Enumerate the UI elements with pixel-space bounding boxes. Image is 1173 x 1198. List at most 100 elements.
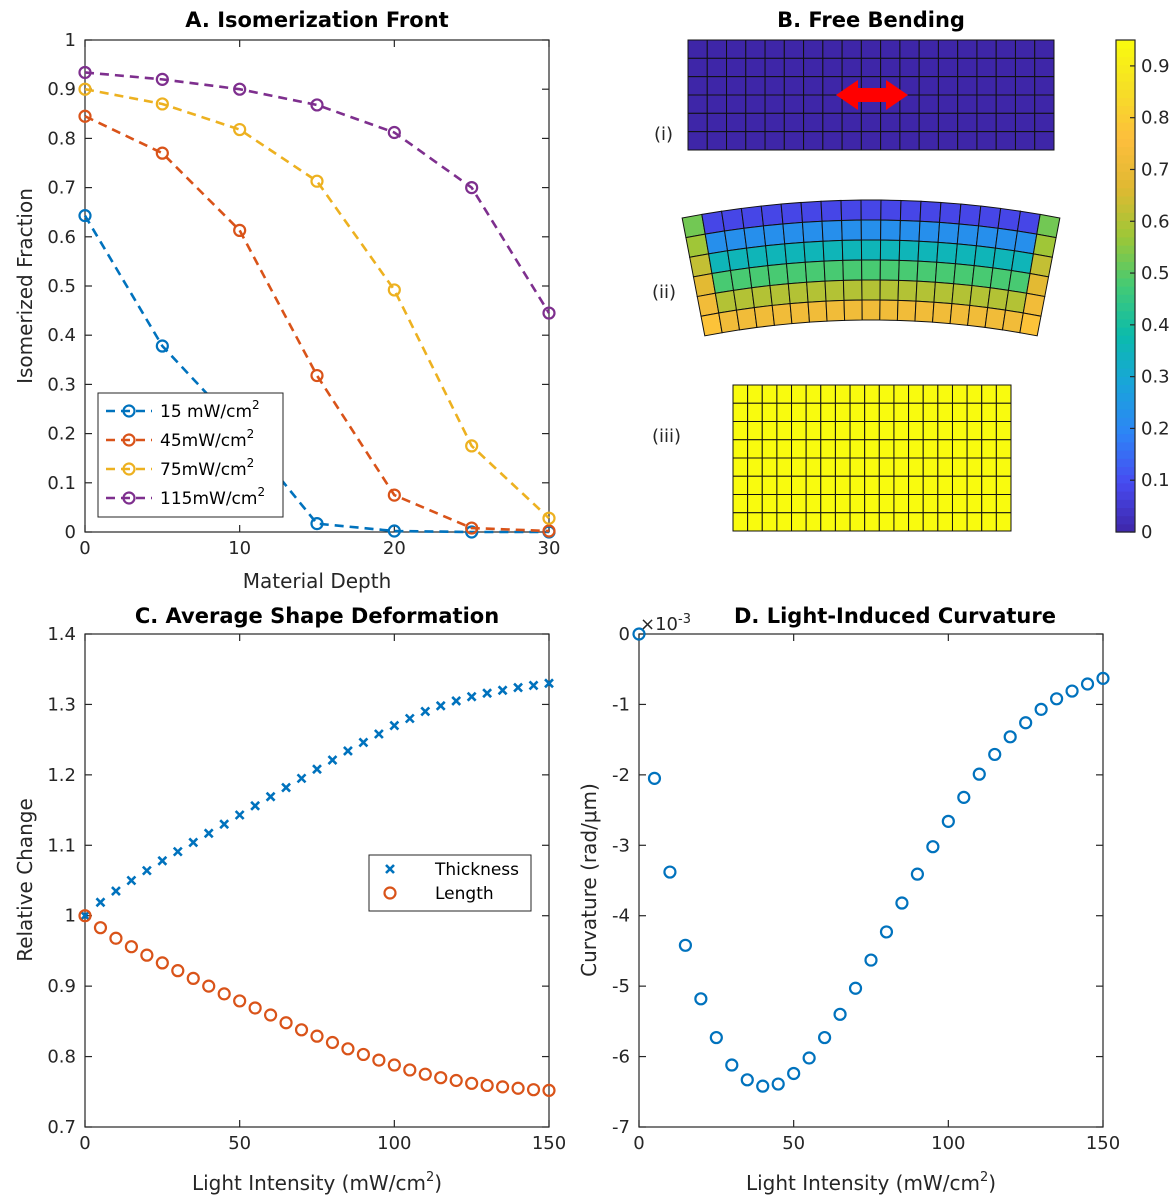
- mesh-cell-state-ii: [997, 207, 1022, 232]
- mesh-cell-state-ii: [898, 259, 919, 282]
- mesh-cell-state-ii: [916, 260, 938, 283]
- data-point-curvature: [957, 790, 971, 804]
- mesh-cell-state-i: [706, 94, 728, 114]
- mesh-cell-state-iii: [805, 457, 822, 477]
- mesh-cell-state-i: [841, 39, 862, 59]
- mesh-cell-state-iii: [820, 384, 836, 404]
- mesh-cell-state-ii: [954, 243, 977, 267]
- mesh-cell-state-iii: [791, 439, 807, 459]
- mesh-cell-state-ii: [971, 265, 994, 289]
- data-point: [310, 174, 324, 188]
- data-point-curvature: [1003, 730, 1017, 744]
- mesh-cell-state-iii: [908, 512, 924, 532]
- mesh-cell-state-i: [726, 76, 747, 96]
- y-axis-exponent-power: -3: [678, 612, 691, 627]
- mesh-cell-state-i: [937, 94, 959, 114]
- data-point: [155, 146, 169, 160]
- mesh-cell-state-iii: [893, 421, 910, 441]
- mesh-cell-state-ii: [978, 205, 1002, 229]
- data-point-length: [279, 1016, 293, 1030]
- x-axis-label: Light Intensity (mW/cm2): [746, 1170, 996, 1195]
- mesh-cell-state-iii: [805, 512, 822, 532]
- mesh-cell-state-i: [764, 76, 785, 96]
- mesh-cell-state-iii: [761, 421, 778, 441]
- x-tick-label: 100: [931, 1133, 965, 1154]
- data-point: [310, 98, 324, 112]
- data-point-thickness: [528, 680, 539, 691]
- data-point-length: [233, 994, 247, 1008]
- mesh-cell-state-iii: [791, 475, 807, 495]
- mesh-cell-state-iii: [732, 475, 749, 495]
- data-point-thickness: [312, 764, 322, 775]
- data-point-thickness: [435, 700, 446, 711]
- mesh-cell-state-ii: [743, 225, 767, 249]
- data-point-curvature: [1049, 692, 1064, 706]
- colorbar-tick-label: 0.9: [1141, 56, 1170, 77]
- mesh-cell-state-ii: [841, 219, 862, 241]
- mesh-cell-state-iii: [951, 512, 968, 532]
- mesh-cell-state-ii: [723, 227, 748, 252]
- mesh-cell-state-iii: [761, 439, 778, 459]
- mesh-cell-state-ii: [1022, 292, 1046, 317]
- y-axis-exponent-base: ×10: [640, 614, 678, 635]
- data-point-thickness: [373, 729, 384, 739]
- mesh-cell-state-ii: [860, 219, 882, 241]
- colorbar-segment: [1116, 81, 1135, 90]
- legend: Thickness Length: [368, 854, 532, 912]
- mesh-cell-state-iii: [776, 421, 793, 441]
- mesh-cell-state-iii: [995, 512, 1012, 532]
- data-point-thickness: [343, 745, 353, 756]
- mesh-cell-state-ii: [821, 219, 843, 242]
- data-point: [78, 65, 92, 80]
- mesh-cell-state-i: [937, 76, 959, 96]
- mesh-cell-state-i: [880, 131, 901, 151]
- mesh-cell-state-iii: [849, 475, 866, 495]
- data-point-thickness: [296, 773, 307, 784]
- mesh-cell-state-iii: [849, 402, 866, 422]
- mesh-cell-state-iii: [922, 384, 939, 404]
- mesh-cell-state-iii: [761, 384, 778, 404]
- y-tick-label: 0.7: [47, 178, 76, 199]
- data-point-curvature: [709, 1030, 723, 1045]
- data-point-length: [186, 971, 200, 985]
- data-point-length: [465, 1076, 479, 1090]
- mesh-cell-state-iii: [834, 494, 851, 514]
- x-axis-label-end: ): [988, 1171, 996, 1195]
- data-point-thickness: [281, 782, 291, 793]
- data-point-thickness: [466, 691, 477, 702]
- mesh-cell-state-iii: [791, 512, 807, 532]
- colorbar-segment: [1116, 507, 1135, 517]
- data-point-curvature: [817, 1030, 832, 1045]
- mesh-cell-state-ii: [785, 261, 808, 285]
- mesh-cell-state-iii: [805, 384, 822, 404]
- data-point-length: [418, 1067, 432, 1081]
- mesh-cell-state-iii: [908, 421, 924, 441]
- mesh-cell-state-iii: [791, 384, 807, 404]
- mesh-cell-state-ii: [967, 304, 989, 328]
- legend-entry-label: 115mW/cm: [160, 489, 257, 509]
- mesh-cell-state-i: [918, 57, 939, 78]
- mesh-cell-state-i: [995, 39, 1016, 59]
- mesh-cell-state-iii: [966, 402, 983, 422]
- colorbar-segment: [1116, 491, 1135, 500]
- mesh-cell-state-i: [899, 39, 920, 59]
- mesh-cell-state-ii: [732, 287, 755, 311]
- mesh-cell-state-ii: [823, 259, 844, 282]
- mesh-cell-state-ii: [765, 243, 788, 267]
- colorbar-tick-label: 0.4: [1141, 315, 1170, 336]
- mesh-cell-state-i: [1034, 57, 1055, 78]
- mesh-cell-state-i: [706, 131, 728, 151]
- x-axis-label-text: Light Intensity (mW/cm: [192, 1171, 426, 1195]
- data-point-length: [387, 1058, 401, 1072]
- data-point: [465, 181, 479, 195]
- y-tick-label: 1.4: [47, 624, 76, 645]
- colorbar-segment: [1116, 384, 1135, 394]
- mesh-cell-state-iii: [805, 402, 822, 422]
- colorbar-segment: [1116, 48, 1135, 57]
- mesh-cell-state-iii: [995, 402, 1012, 422]
- panel-c-average-shape-deformation: C. Average Shape Deformation 0 50 100 150 0.…: [13, 604, 566, 1195]
- mesh-cell-state-iii: [937, 512, 953, 532]
- mesh-cell-state-i: [957, 57, 978, 78]
- mesh-cell-state-i: [899, 131, 920, 151]
- mesh-cell-state-iii: [922, 457, 939, 477]
